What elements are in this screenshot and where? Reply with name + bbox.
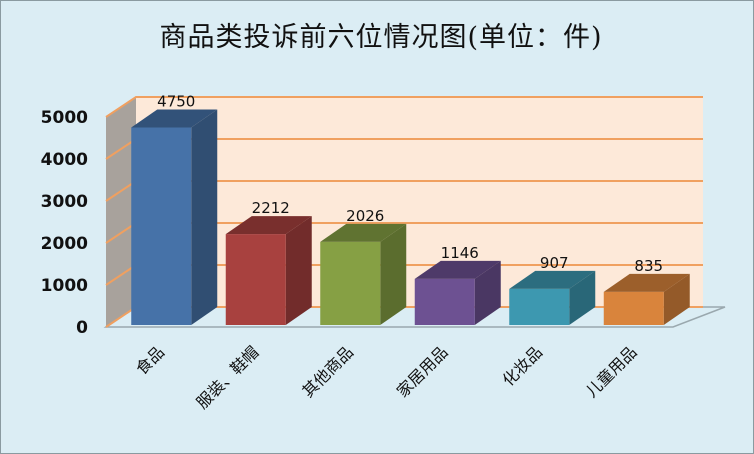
bar-front	[131, 127, 192, 325]
gridline	[105, 96, 703, 118]
x-category-label: 儿童用品	[582, 342, 641, 401]
bar-front	[509, 288, 570, 325]
bar-side	[380, 223, 407, 325]
x-category-label: 家居用品	[393, 342, 452, 401]
back-wall	[136, 97, 703, 307]
bar-front	[414, 278, 475, 325]
bar-front	[603, 291, 664, 325]
bar-top	[509, 270, 596, 289]
bar-top	[131, 109, 218, 128]
y-tick-label: 1000	[41, 276, 88, 296]
bar-side	[569, 270, 596, 325]
bar-top	[320, 223, 407, 242]
data-label: 1146	[441, 244, 479, 262]
data-label: 2212	[252, 199, 290, 217]
y-tick-label: 5000	[41, 108, 88, 128]
x-category-label: 服装、鞋帽	[193, 342, 263, 412]
x-category-label: 食品	[132, 342, 168, 378]
x-category-label: 其他商品	[298, 342, 357, 401]
x-category-label: 化妆品	[499, 342, 546, 389]
bar-top	[225, 216, 312, 235]
y-tick-label: 3000	[41, 192, 88, 212]
data-label: 907	[540, 254, 569, 272]
y-tick-label: 2000	[41, 234, 88, 254]
bar-top	[414, 260, 501, 279]
bar-side	[191, 109, 218, 325]
y-tick-label: 4000	[41, 150, 88, 170]
chart-title: 商品类投诉前六位情况图(单位：件)	[159, 22, 603, 53]
bar-top	[603, 273, 690, 292]
bar-side	[663, 273, 690, 325]
data-label: 2026	[346, 207, 384, 225]
bar-front	[320, 241, 381, 325]
bar-front	[225, 234, 286, 325]
y-tick-label: 0	[76, 318, 88, 338]
data-label: 835	[634, 257, 663, 275]
bar-side	[285, 216, 312, 325]
data-label: 4750	[157, 93, 195, 111]
bar-side	[474, 260, 501, 325]
